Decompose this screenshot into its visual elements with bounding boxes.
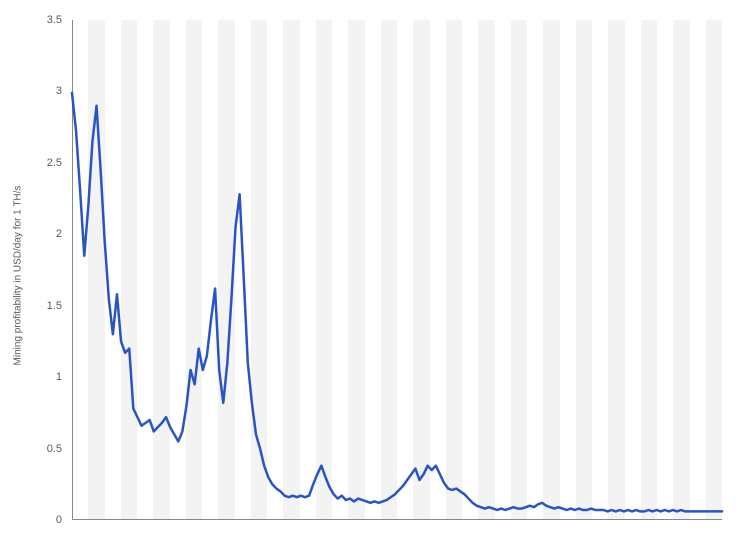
y-tick-label: 3 — [0, 85, 62, 97]
grid-band — [608, 20, 624, 520]
grid-band — [560, 20, 576, 520]
grid-band — [202, 20, 218, 520]
grid-band — [316, 20, 332, 520]
grid-band — [332, 20, 348, 520]
grid-band — [381, 20, 397, 520]
grid-band — [527, 20, 543, 520]
y-tick-label: 1.5 — [0, 300, 62, 312]
grid-band — [690, 20, 706, 520]
grid-band — [186, 20, 202, 520]
grid-band — [88, 20, 104, 520]
grid-band — [706, 20, 722, 520]
grid-band — [673, 20, 689, 520]
grid-band — [625, 20, 641, 520]
x-axis-line — [72, 519, 722, 520]
grid-band — [495, 20, 511, 520]
grid-band — [657, 20, 673, 520]
grid-band — [543, 20, 559, 520]
grid-band — [462, 20, 478, 520]
y-tick-label: 2.5 — [0, 157, 62, 169]
grid-band — [170, 20, 186, 520]
grid-band — [478, 20, 494, 520]
grid-band — [121, 20, 137, 520]
grid-band — [446, 20, 462, 520]
grid-band — [235, 20, 251, 520]
chart-container: Mining profitability in USD/day for 1 TH… — [0, 0, 754, 560]
y-tick-label: 0 — [0, 514, 62, 526]
y-axis-line — [72, 20, 73, 520]
grid-band — [283, 20, 299, 520]
grid-band — [267, 20, 283, 520]
grid-band — [300, 20, 316, 520]
grid-band — [592, 20, 608, 520]
grid-band — [348, 20, 364, 520]
grid-band — [137, 20, 153, 520]
y-tick-label: 1 — [0, 371, 62, 383]
grid-band — [72, 20, 88, 520]
grid-band — [251, 20, 267, 520]
plot-area — [72, 20, 722, 520]
grid-band — [511, 20, 527, 520]
grid-band — [413, 20, 429, 520]
grid-band — [365, 20, 381, 520]
grid-band — [218, 20, 234, 520]
grid-band — [576, 20, 592, 520]
grid-band — [641, 20, 657, 520]
grid-band — [397, 20, 413, 520]
grid-band — [430, 20, 446, 520]
y-tick-label: 3.5 — [0, 14, 62, 26]
y-tick-label: 0.5 — [0, 443, 62, 455]
y-tick-label: 2 — [0, 228, 62, 240]
grid-band — [105, 20, 121, 520]
grid-band — [153, 20, 169, 520]
